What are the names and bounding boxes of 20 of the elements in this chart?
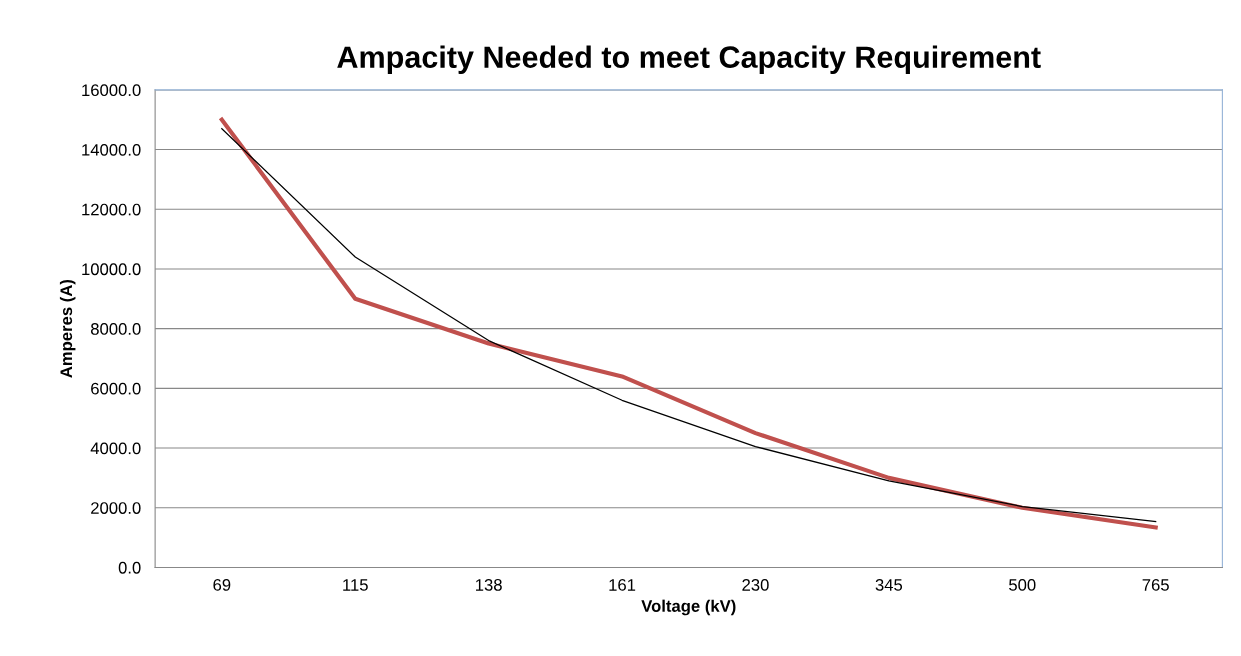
x-tick-label: 161	[609, 578, 636, 591]
y-tick-label: 4000.0	[90, 442, 141, 455]
x-tick-label: 765	[1142, 578, 1169, 591]
y-tick-label: 6000.0	[91, 382, 141, 395]
y-tick-label: 12000.0	[82, 203, 141, 216]
chart-title: Ampacity Needed to meet Capacity Requirement	[337, 45, 1041, 74]
y-tick-label: 10000.0	[82, 263, 141, 276]
x-axis-title: Voltage (kV)	[641, 599, 736, 616]
x-tick-label: 69	[213, 578, 231, 591]
x-tick-label: 230	[742, 578, 769, 591]
y-tick-label: 14000.0	[82, 143, 141, 156]
x-tick-label: 345	[875, 578, 903, 591]
x-tick-label: 500	[1009, 578, 1036, 591]
y-tick-label: 0.0	[118, 561, 141, 574]
y-tick-label: 8000.0	[90, 323, 141, 335]
y-tick-label: 2000.0	[91, 502, 141, 514]
x-tick-label: 138	[476, 578, 502, 591]
x-tick-label: 115	[343, 579, 368, 591]
y-axis-title: Amperes (A)	[59, 279, 76, 378]
y-tick-label: 16000.0	[82, 84, 141, 97]
